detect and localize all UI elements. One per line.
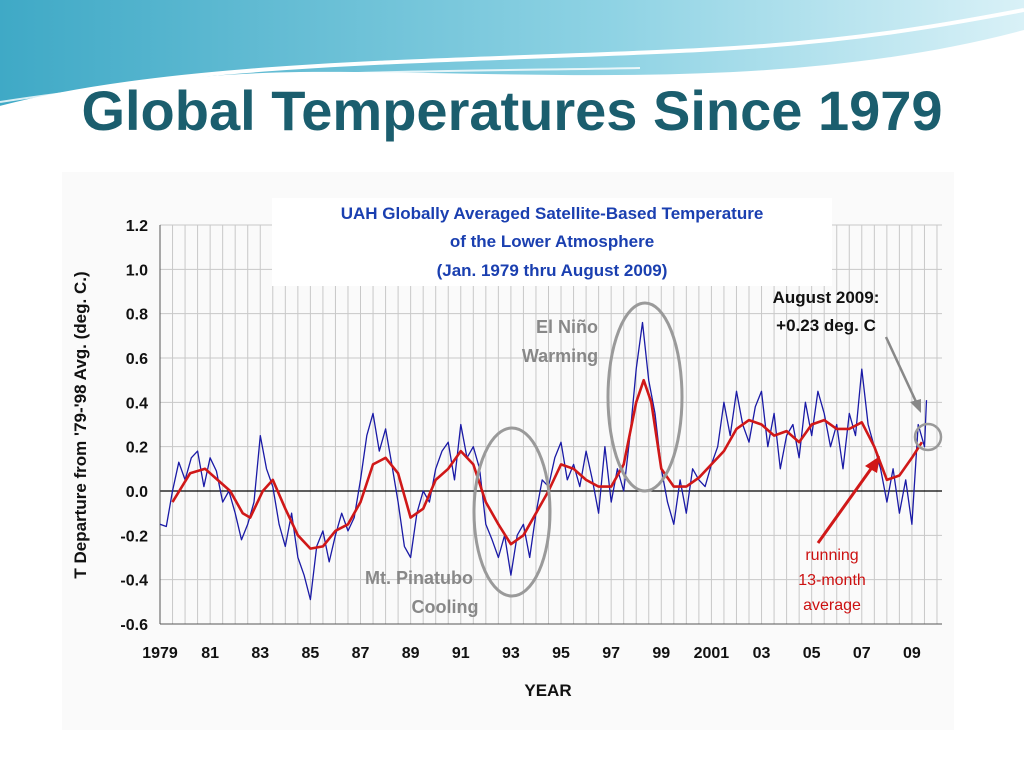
chart-grid — [159, 224, 942, 625]
monthly-series-line — [159, 321, 928, 601]
august-label-1: August 2009: — [773, 288, 880, 307]
chart-title-line-3: (Jan. 1979 thru August 2009) — [437, 261, 668, 280]
wave-decoration — [0, 0, 1024, 110]
y-tick-label: -0.2 — [120, 528, 148, 545]
x-axis-label: YEAR — [524, 681, 571, 700]
x-tick-label: 1979 — [142, 645, 178, 662]
y-tick-label: 1.2 — [126, 218, 148, 235]
x-tick-label: 87 — [352, 645, 370, 662]
x-tick-label: 99 — [652, 645, 670, 662]
y-axis-label: T Departure from '79-'98 Avg. (deg. C.) — [71, 271, 90, 578]
pinatubo-ellipse — [472, 426, 552, 598]
chart-title-box — [272, 198, 832, 286]
y-tick-label: -0.6 — [120, 617, 148, 634]
pinatubo-label-1: Mt. Pinatubo — [365, 568, 473, 588]
x-tick-label: 85 — [301, 645, 319, 662]
running-label-3: average — [803, 597, 861, 614]
chart-title-line-2: of the Lower Atmosphere — [450, 232, 654, 251]
el-nino-ellipse — [606, 301, 684, 493]
y-tick-label: 0.4 — [126, 395, 148, 412]
x-tick-label: 89 — [402, 645, 420, 662]
x-tick-label: 83 — [251, 645, 269, 662]
x-tick-label: 05 — [803, 645, 821, 662]
x-tick-label: 95 — [552, 645, 570, 662]
el-nino-label-2: Warming — [522, 346, 598, 366]
y-tick-label: 0.2 — [126, 440, 148, 457]
y-tick-label: 0.6 — [126, 351, 148, 368]
el-nino-label-1: El Niño — [536, 317, 598, 337]
y-tick-label: 1.0 — [126, 262, 148, 279]
x-tick-label: 91 — [452, 645, 470, 662]
x-tick-label: 2001 — [694, 645, 730, 662]
running-average-arrow — [816, 456, 880, 544]
x-tick-label: 97 — [602, 645, 620, 662]
y-tick-label: 0.8 — [126, 307, 148, 324]
august-label-2: +0.23 deg. C — [776, 316, 876, 335]
august-arrow — [884, 336, 921, 413]
x-tick-label: 03 — [753, 645, 771, 662]
running-average-line — [171, 378, 923, 550]
x-tick-label: 93 — [502, 645, 520, 662]
chart-title-line-1: UAH Globally Averaged Satellite-Based Te… — [341, 204, 764, 223]
x-tick-label: 09 — [903, 645, 921, 662]
slide-title: Global Temperatures Since 1979 — [81, 79, 943, 142]
running-label-1: running — [805, 547, 858, 564]
running-label-2: 13-month — [798, 572, 866, 589]
pinatubo-label-2: Cooling — [412, 597, 479, 617]
series-layer — [159, 321, 928, 601]
y-tick-label: 0.0 — [126, 484, 148, 501]
x-tick-label: 07 — [853, 645, 871, 662]
y-tick-label: -0.4 — [120, 573, 148, 590]
x-tick-label: 81 — [201, 645, 219, 662]
august-2009-circle — [913, 422, 943, 452]
chart-ticks: 1.2 1.0 0.8 0.6 0.4 0.2 0.0 -0.2 -0.4 -0.6 1979 81 8… — [120, 218, 921, 662]
